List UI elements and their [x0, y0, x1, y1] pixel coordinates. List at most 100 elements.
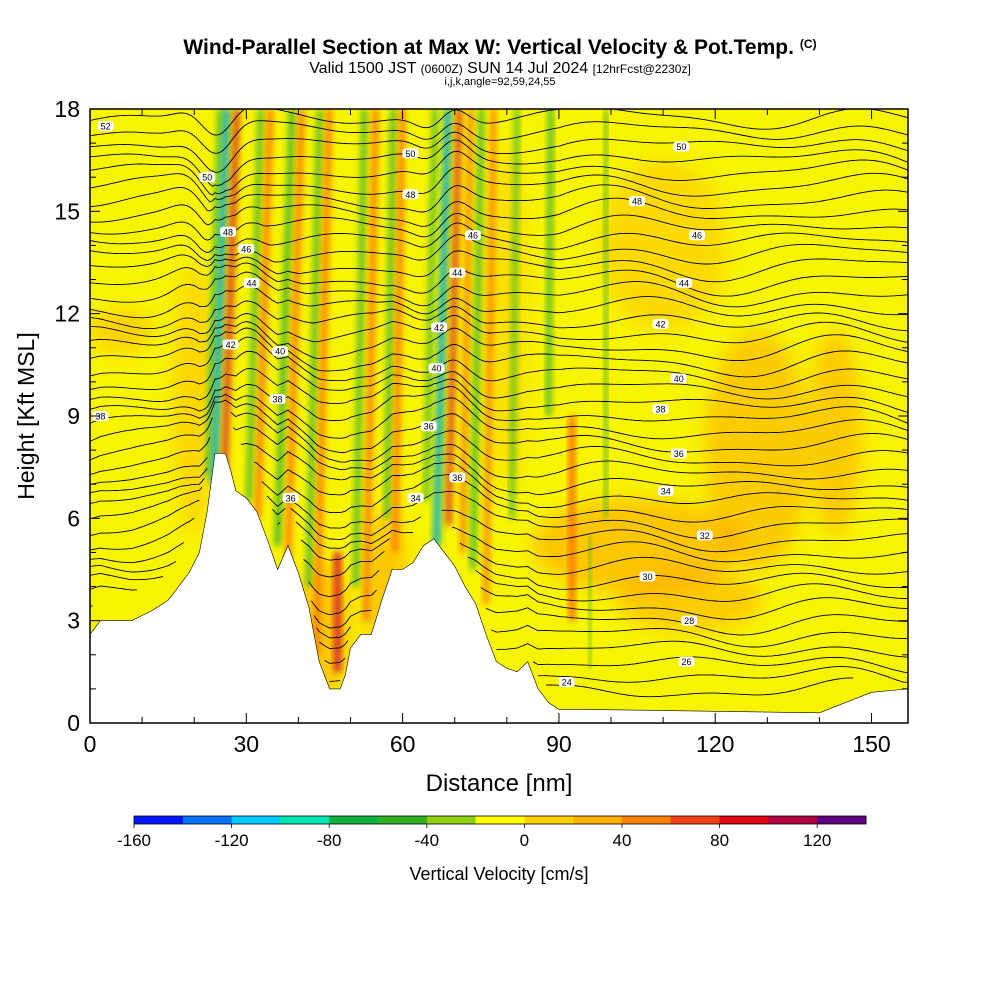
valid-utc: (0600Z) [420, 62, 463, 76]
contour-label-text: 38 [273, 394, 283, 404]
contour-label-21: 38 [652, 404, 669, 415]
contour-label-text: 36 [452, 473, 462, 483]
colorbar-swatch-2 [231, 816, 281, 824]
theta-contour-8 [90, 569, 908, 602]
theta-contour-labels: 52 50 50 50 48 48 48 46 46 46 44 44 44 42 42 42 40 40 40 38… [92, 121, 713, 688]
contour-label-box [652, 404, 669, 415]
contour-label-14: 42 [431, 322, 448, 333]
colorbar-swatch-10 [622, 816, 672, 824]
theta-contour-40 [90, 139, 908, 187]
velocity-band-0 [205, 109, 223, 478]
contour-label-0: 52 [97, 121, 114, 132]
contour-label-box [243, 277, 260, 288]
contour-label-box [629, 196, 646, 207]
contour-label-text: 50 [405, 149, 415, 159]
colorbar-swatch-5 [378, 816, 428, 824]
theta-contour-38 [90, 166, 908, 203]
theta-contour-4 [318, 640, 908, 658]
contour-label-text: 36 [674, 449, 684, 459]
colorbar-swatch-14 [817, 816, 867, 824]
contour-label-6: 48 [629, 196, 646, 207]
theta-contour-42 [90, 120, 908, 154]
velocity-band-12 [383, 109, 397, 519]
x-tick-label: 150 [852, 731, 890, 757]
velocity-band-10 [352, 109, 368, 587]
contour-label-box [199, 172, 216, 183]
contour-label-box [673, 141, 690, 152]
colorbar-tick-label: -120 [215, 831, 249, 850]
x-tick-label: 30 [234, 731, 260, 757]
contour-label-box [464, 230, 481, 241]
theta-contour-13 [90, 486, 908, 540]
contour-label-box [657, 486, 674, 497]
velocity-band-13-layer-2 [394, 109, 404, 553]
contour-label-5: 48 [402, 189, 419, 200]
velocity-band-18 [469, 109, 485, 570]
velocity-band-3-layer-2 [248, 109, 262, 502]
velocity-band-2-layer-2 [223, 109, 238, 478]
contour-label-box [449, 267, 466, 278]
contour-label-text: 44 [679, 278, 689, 288]
contour-label-box [639, 571, 656, 582]
contour-label-text: 34 [661, 487, 671, 497]
velocity-band-17-layer-2 [461, 109, 472, 553]
theta-contour-29 [90, 285, 908, 319]
velocity-band-5-layer-2 [276, 109, 294, 546]
contour-label-text: 48 [405, 190, 415, 200]
velocity-band-4 [254, 109, 274, 519]
contour-label-box [220, 226, 237, 237]
contour-label-30: 28 [681, 615, 698, 626]
velocity-band-24 [603, 109, 608, 519]
theta-contour-18 [90, 411, 908, 467]
colorbar-swatch-7 [475, 816, 525, 824]
theta-contours [90, 109, 908, 698]
colorbar-swatch-9 [573, 816, 623, 824]
contour-label-box [670, 373, 687, 384]
contour-label-26: 34 [407, 492, 424, 503]
velocity-band-6 [284, 109, 306, 560]
contour-label-box [681, 615, 698, 626]
velocity-band-2 [221, 109, 241, 478]
velocity-band-19-layer-2 [485, 109, 495, 604]
contour-label-13: 42 [222, 339, 239, 350]
contour-label-32: 24 [558, 677, 575, 688]
contour-label-1: 50 [199, 172, 216, 183]
contour-label-20: 38 [269, 393, 286, 404]
colorbar-tick-label: -160 [117, 831, 151, 850]
theta-contour-3 [324, 656, 908, 674]
contour-label-box [670, 448, 687, 459]
velocity-band-19 [483, 109, 497, 604]
forecast-info: [12hrFcst@2230z] [592, 62, 691, 76]
y-tick-label: 18 [54, 96, 80, 122]
y-tick-label: 9 [67, 403, 80, 429]
contour-label-22: 36 [420, 421, 437, 432]
contour-label-box [222, 339, 239, 350]
contour-label-box [238, 243, 255, 254]
velocity-band-4-layer-2 [256, 109, 272, 519]
colorbar-swatch-3 [280, 816, 330, 824]
contour-label-16: 40 [272, 346, 289, 357]
contour-label-box [272, 346, 289, 357]
contour-label-box [402, 148, 419, 159]
theta-contour-21 [90, 384, 908, 424]
contour-label-text: 28 [684, 616, 694, 626]
colorbar: -160 -120 -80 -40 0 40 80 120 [117, 815, 867, 850]
chart-title: Wind-Parallel Section at Max W: Vertical… [0, 36, 1000, 60]
contour-label-text: 48 [223, 227, 233, 237]
velocity-band-9 [332, 552, 343, 672]
x-tick-label: 60 [390, 731, 416, 757]
colorbar-swatch-11 [670, 816, 721, 824]
colorbar-tick-label: 0 [520, 831, 529, 850]
velocity-band-13 [391, 109, 406, 553]
colorbar-frame [133, 815, 867, 825]
theta-contour-10 [90, 538, 908, 575]
velocity-band-0-layer-2 [207, 109, 221, 478]
velocity-band-8 [313, 109, 333, 655]
contour-label-24: 36 [282, 492, 299, 503]
theta-contour-17 [90, 426, 908, 480]
colorbar-label: Vertical Velocity [cm/s] [409, 864, 588, 884]
contour-label-text: 42 [226, 340, 236, 350]
x-axis: 0 30 60 90 120 150 [84, 109, 891, 757]
theta-contour-23 [90, 350, 908, 400]
